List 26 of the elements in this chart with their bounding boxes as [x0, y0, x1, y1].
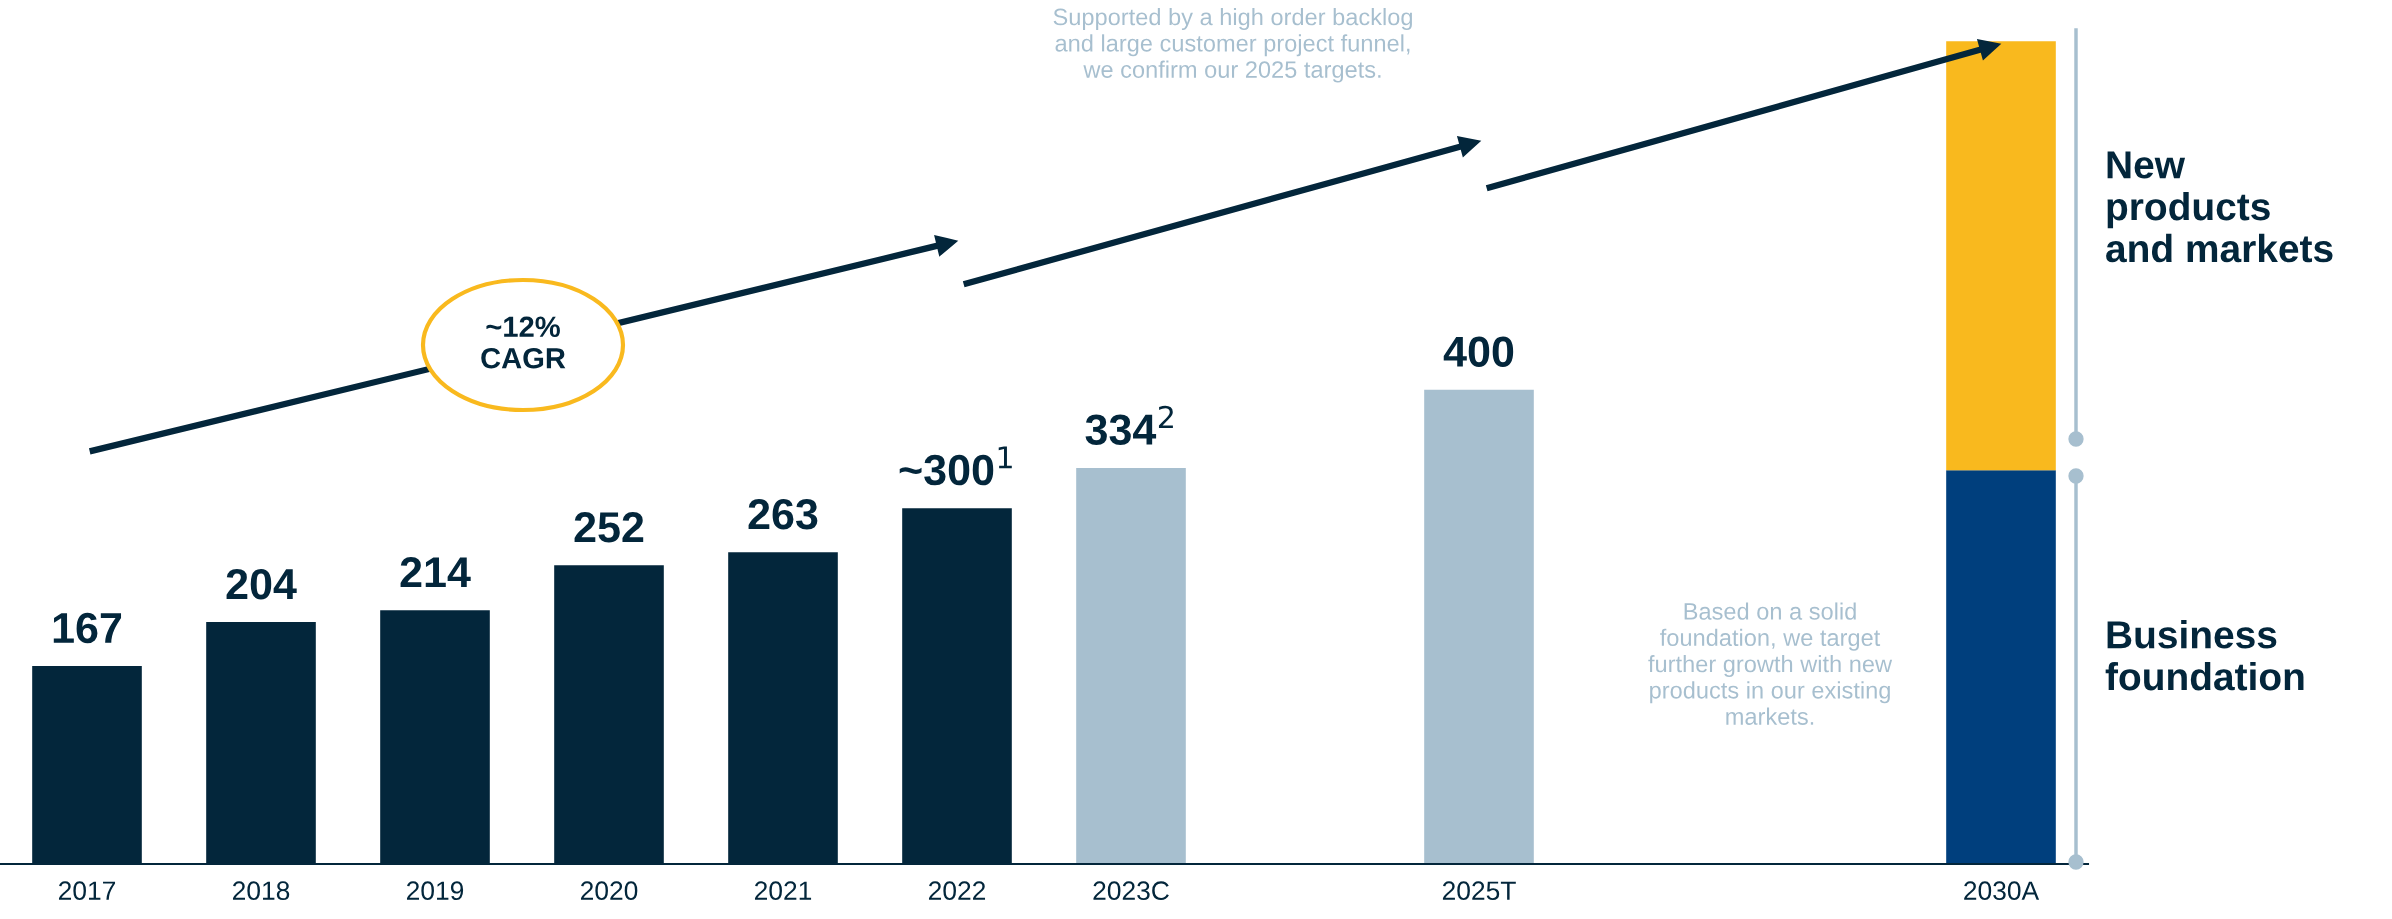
x-tick-label: 2030A [1964, 881, 2040, 901]
x-tick-label: 2022 [928, 881, 986, 901]
data-label: 214 [400, 557, 471, 588]
data-label: 167 [53, 612, 122, 644]
text: Business foundation [2105, 620, 2304, 691]
x-tick-label: 2025T [1442, 881, 1516, 901]
annotation: ~12% CAGR [481, 316, 566, 369]
data-label: 263 [748, 498, 818, 530]
data-label: 334$^{2}$ [1085, 405, 1173, 445]
x-tick-label: 2017 [58, 881, 116, 901]
x-tick-label: 2019 [406, 881, 464, 901]
bar [1946, 41, 2056, 471]
x-tick-label: 2021 [754, 881, 812, 901]
data-label: 252 [574, 511, 644, 543]
data-label: ~300$^{1}$ [899, 446, 1012, 486]
text: New products and markets [2106, 151, 2333, 263]
x-tick-label: 2023C [1093, 881, 1169, 901]
x-tick-label: 2018 [232, 881, 290, 901]
annotation: Supported by a high order backlog and large customer project funnel, we confirm our 2025 targets. [1053, 8, 1412, 83]
bar [1946, 470, 2056, 864]
bar [1076, 467, 1186, 864]
bar [1424, 389, 1534, 864]
annotation: Based on a solid foundation, we target further growth with new products in our existing markets. [1648, 602, 1893, 725]
x-tick-label: 2020 [580, 881, 638, 901]
data-label: 400 [1443, 336, 1514, 367]
data-label: 204 [226, 568, 297, 600]
